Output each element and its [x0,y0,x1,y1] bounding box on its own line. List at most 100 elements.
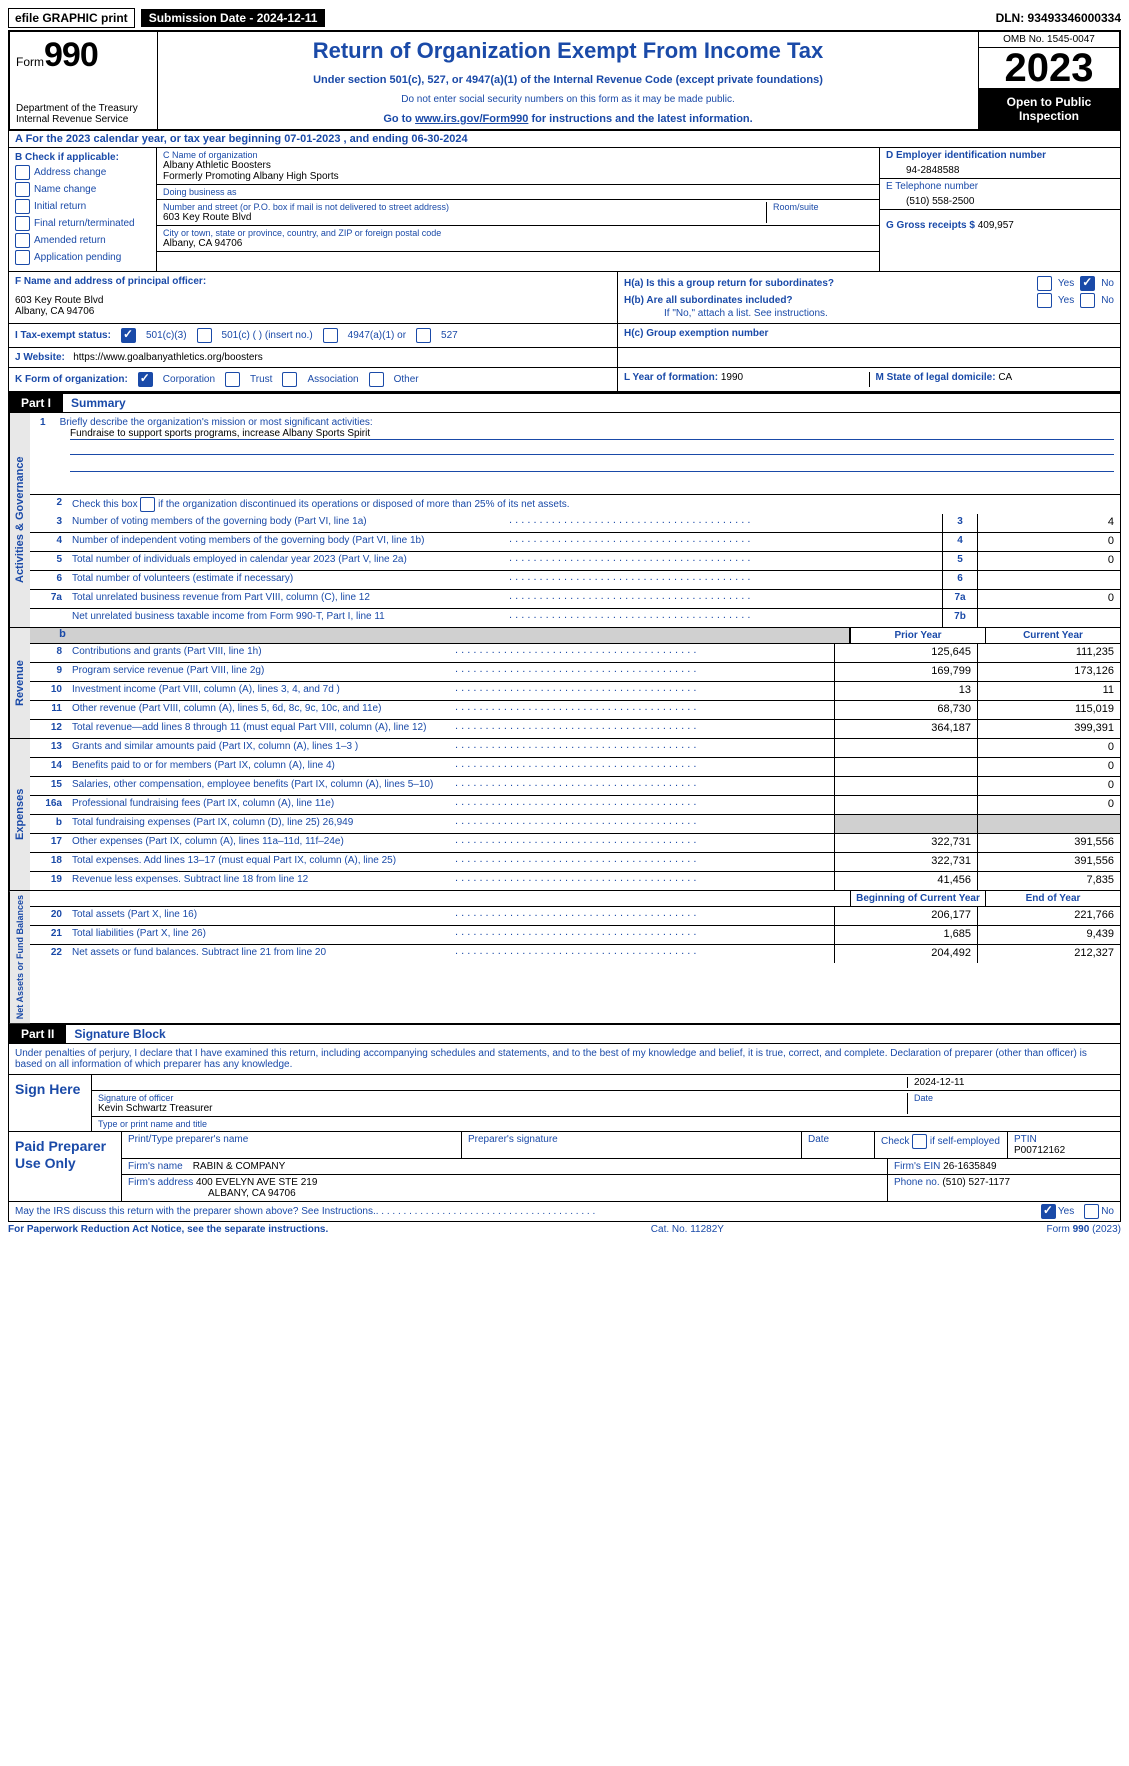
line-num: 10 [30,682,68,700]
firm-name-label: Firm's name [128,1161,183,1172]
gov-row: 6 Total number of volunteers (estimate i… [30,571,1120,590]
line-num: 7a [30,590,68,608]
data-row: 22 Net assets or fund balances. Subtract… [30,945,1120,963]
ptin-value: P00712162 [1014,1145,1114,1156]
line-desc: Salaries, other compensation, employee b… [68,777,455,795]
lbl-501c: 501(c) ( ) (insert no.) [222,330,313,341]
cb-address-change[interactable] [15,165,30,180]
prior-val: 204,492 [834,945,977,963]
prior-val [834,815,977,833]
lbl-4947: 4947(a)(1) or [348,330,406,341]
data-row: 19 Revenue less expenses. Subtract line … [30,872,1120,890]
footer: For Paperwork Reduction Act Notice, see … [8,1222,1121,1237]
street-value: 603 Key Route Blvd [163,212,760,223]
part2-title: Signature Block [66,1025,173,1043]
cb-other[interactable] [369,372,384,387]
cb-Hb-yes[interactable] [1037,293,1052,308]
line-num: b [30,815,68,833]
cb-name-change[interactable] [15,182,30,197]
cb-line2[interactable] [140,497,155,512]
lbl-amended: Amended return [34,235,106,246]
F-label: F Name and address of principal officer: [15,276,611,287]
lbl-yes2: Yes [1058,295,1074,306]
cb-Ha-yes[interactable] [1037,276,1052,291]
Hb-note: If "No," attach a list. See instructions… [624,308,1114,319]
lbl-yes: Yes [1058,278,1074,289]
prior-val [834,796,977,814]
section-B: B Check if applicable: Address change Na… [9,148,157,271]
irs-link[interactable]: www.irs.gov/Form990 [415,113,528,125]
line-num: 16a [30,796,68,814]
submission-date: Submission Date - 2024-12-11 [141,9,326,27]
cb-corp[interactable] [138,372,153,387]
treasury-dept: Department of the Treasury Internal Reve… [16,103,151,125]
line-desc: Contributions and grants (Part VIII, lin… [68,644,455,662]
cb-may-yes[interactable] [1041,1204,1056,1219]
D-label: D Employer identification number [886,150,1114,161]
line-desc: Number of independent voting members of … [68,533,509,551]
org-name: Albany Athletic Boosters [163,160,873,171]
gov-row: Net unrelated business taxable income fr… [30,609,1120,627]
line-box: 7b [942,609,977,627]
section-FHIJK: F Name and address of principal officer:… [8,272,1121,392]
line-val: 4 [977,514,1120,532]
cb-amended[interactable] [15,233,30,248]
sig-officer: Kevin Schwartz Treasurer [98,1103,907,1114]
curr-val: 0 [977,758,1120,776]
cb-final-return[interactable] [15,216,30,231]
ptin-label: PTIN [1014,1134,1114,1145]
line-num: 20 [30,907,68,925]
part2-header: Part II Signature Block [8,1024,1121,1044]
phone-value: (510) 558-2500 [886,192,1114,207]
curr-val: 111,235 [977,644,1120,662]
cb-501c[interactable] [197,328,212,343]
lbl-527: 527 [441,330,458,341]
goto-pre: Go to [383,113,415,125]
data-row: 18 Total expenses. Add lines 13–17 (must… [30,853,1120,872]
B-header: B Check if applicable: [15,152,150,163]
cb-self-employed[interactable] [912,1134,927,1149]
line-desc: Total expenses. Add lines 13–17 (must eq… [68,853,455,871]
I-label: I Tax-exempt status: [15,330,111,341]
line-desc: Net assets or fund balances. Subtract li… [68,945,455,963]
lbl-final-return: Final return/terminated [34,218,135,229]
cb-may-no[interactable] [1084,1204,1099,1219]
data-row: 16a Professional fundraising fees (Part … [30,796,1120,815]
goto-post: for instructions and the latest informat… [528,113,752,125]
firm-phone-label: Phone no. [894,1177,940,1188]
gov-row: 7a Total unrelated business revenue from… [30,590,1120,609]
line-desc: Total fundraising expenses (Part IX, col… [68,815,455,833]
cb-4947[interactable] [323,328,338,343]
prep-name-label: Print/Type preparer's name [122,1132,462,1158]
curr-val: 0 [977,777,1120,795]
prior-val [834,758,977,776]
cb-trust[interactable] [225,372,240,387]
expenses-section: Expenses 13 Grants and similar amounts p… [8,739,1121,891]
cb-assoc[interactable] [282,372,297,387]
cb-initial-return[interactable] [15,199,30,214]
data-row: 14 Benefits paid to or for members (Part… [30,758,1120,777]
lbl-assoc: Association [307,374,358,385]
lbl-name-change: Name change [34,184,96,195]
perjury-declaration: Under penalties of perjury, I declare th… [9,1044,1120,1074]
data-row: 11 Other revenue (Part VIII, column (A),… [30,701,1120,720]
curr-val: 7,835 [977,872,1120,890]
prior-val: 13 [834,682,977,700]
line-desc: Total liabilities (Part X, line 26) [68,926,455,944]
part1-title: Summary [63,394,134,412]
line-num: 15 [30,777,68,795]
E-label: E Telephone number [886,181,1114,192]
line-desc: Net unrelated business taxable income fr… [68,609,509,627]
cb-Hb-no[interactable] [1080,293,1095,308]
cb-Ha-no[interactable] [1080,276,1095,291]
cb-527[interactable] [416,328,431,343]
line-num: 4 [30,533,68,551]
section-DEG: D Employer identification number 94-2848… [879,148,1120,271]
room-label: Room/suite [773,202,873,212]
cb-app-pending[interactable] [15,250,30,265]
part2-label: Part II [9,1025,66,1043]
data-row: 17 Other expenses (Part IX, column (A), … [30,834,1120,853]
curr-val: 11 [977,682,1120,700]
sig-type-label: Type or print name and title [98,1119,207,1129]
cb-501c3[interactable] [121,328,136,343]
